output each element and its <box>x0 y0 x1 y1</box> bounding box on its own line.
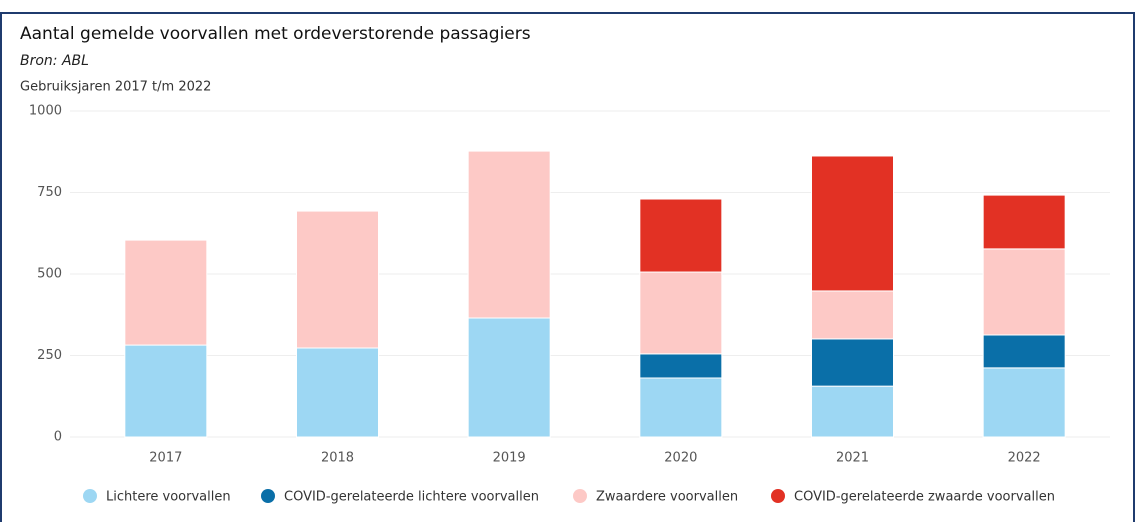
bar-segment <box>982 334 1066 369</box>
bar-segment <box>296 210 379 349</box>
chart-title: Aantal gemelde voorvallen met ordeversto… <box>20 24 531 44</box>
x-tick-label: 2017 <box>149 451 182 466</box>
legend-label: COVID-gerelateerde lichtere voorvallen <box>284 490 539 505</box>
bar-segment <box>982 248 1066 336</box>
x-tick-label: 2020 <box>664 451 697 466</box>
legend-label: Lichtere voorvallen <box>106 490 231 505</box>
y-tick-label: 750 <box>37 185 62 200</box>
bar-segment <box>639 198 723 273</box>
bar-segment <box>811 290 894 340</box>
bar-segment <box>296 347 379 438</box>
bar-segment <box>124 239 208 346</box>
legend-label: Zwaardere voorvallen <box>596 490 738 505</box>
bar-segment <box>639 271 723 355</box>
bar-segment <box>811 338 894 387</box>
y-tick-label: 1000 <box>29 104 62 119</box>
y-tick-label: 250 <box>37 348 62 363</box>
bar-segment <box>639 353 723 379</box>
legend-swatch <box>261 489 275 503</box>
bar-segment <box>467 317 551 438</box>
x-tick-label: 2019 <box>493 451 526 466</box>
bar-segment <box>467 150 551 319</box>
x-tick-label: 2018 <box>321 451 354 466</box>
bar-segment <box>124 344 208 438</box>
bar-segment <box>811 155 894 292</box>
note: Gebruiksjaren 2017 t/m 2022 <box>20 80 211 95</box>
legend-label: COVID-gerelateerde zwaarde voorvallen <box>794 490 1055 505</box>
subtitle: Bron: ABL <box>20 53 89 69</box>
legend-swatch <box>573 489 587 503</box>
bar-segment <box>639 377 723 438</box>
y-tick-label: 500 <box>37 267 62 282</box>
frame <box>0 12 1135 522</box>
bar-segment <box>982 194 1066 250</box>
legend-swatch <box>83 489 97 503</box>
x-tick-label: 2021 <box>836 451 869 466</box>
y-tick-label: 0 <box>54 430 62 445</box>
x-tick-label: 2022 <box>1008 451 1041 466</box>
legend-swatch <box>771 489 785 503</box>
bar-segment <box>982 367 1066 438</box>
bar-segment <box>811 385 894 438</box>
